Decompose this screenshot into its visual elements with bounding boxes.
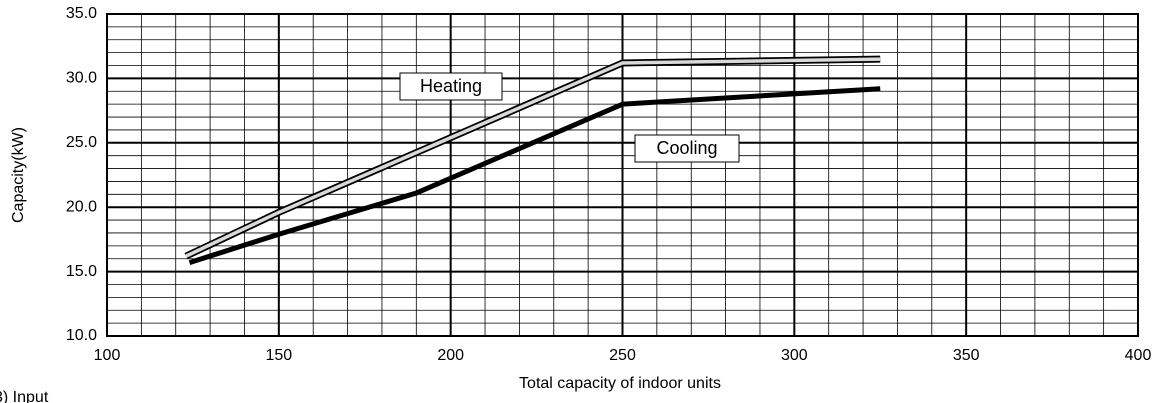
x-tick-label: 150 bbox=[265, 347, 292, 364]
x-tick-label: 100 bbox=[94, 347, 121, 364]
line bbox=[188, 86, 881, 265]
x-tick-label: 350 bbox=[953, 347, 980, 364]
y-tick-label: 30.0 bbox=[66, 70, 97, 87]
x-axis-label: Total capacity of indoor units bbox=[519, 375, 721, 392]
y-tick-label: 25.0 bbox=[66, 134, 97, 151]
y-tick-label: 35.0 bbox=[66, 5, 97, 22]
x-tick-label: 300 bbox=[781, 347, 808, 364]
series-label-box bbox=[634, 134, 740, 163]
line bbox=[185, 57, 881, 258]
y-tick-label: 15.0 bbox=[66, 263, 97, 280]
series-label: Heating bbox=[420, 76, 482, 96]
series-label-box bbox=[399, 72, 503, 101]
footnote: 3) Input bbox=[0, 389, 49, 403]
y-tick-label: 10.0 bbox=[66, 327, 97, 344]
y-tick-label: 20.0 bbox=[66, 198, 97, 215]
x-tick-label: 250 bbox=[609, 347, 636, 364]
x-tick-label: 200 bbox=[437, 347, 464, 364]
x-tick-label: 400 bbox=[1125, 347, 1152, 364]
plot-frame bbox=[106, 13, 1139, 337]
y-axis-label: Capacity(kW) bbox=[10, 127, 27, 223]
series-label: Cooling bbox=[656, 138, 717, 158]
